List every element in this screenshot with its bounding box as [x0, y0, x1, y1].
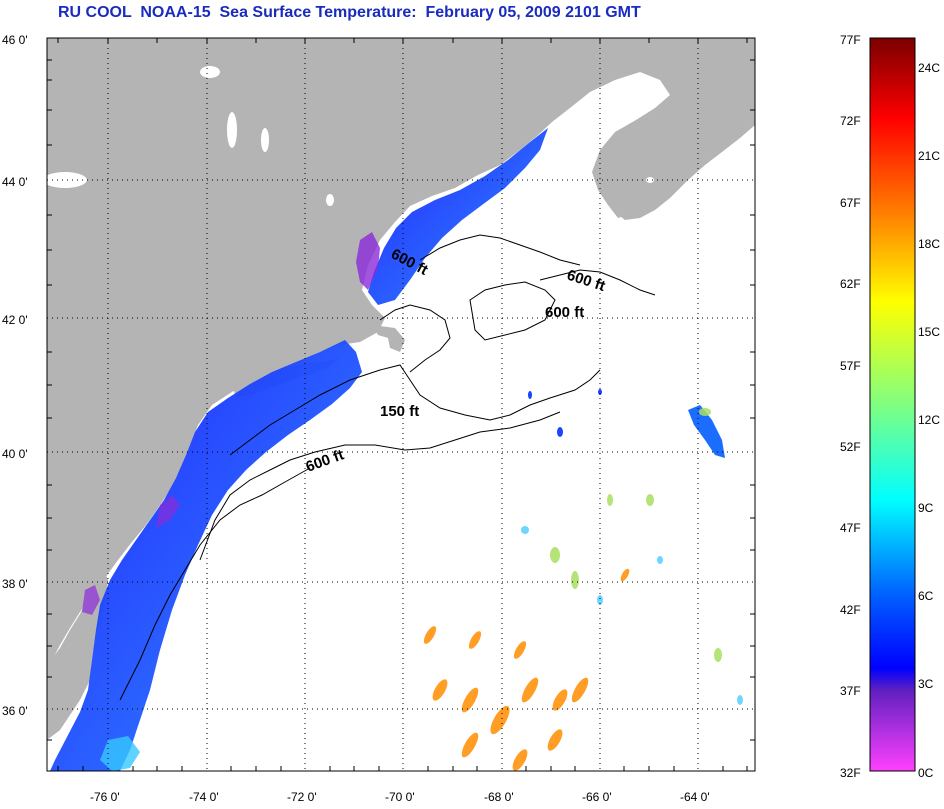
- lat-label: 42 0': [2, 313, 28, 327]
- land-cape-cod: [372, 325, 405, 352]
- latitude-labels: 46 0' 44 0' 42 0' 40 0' 38 0' 36 0': [2, 33, 28, 718]
- lon-label: -70 0': [385, 790, 415, 804]
- inland-lakes: [47, 66, 654, 206]
- bathymetry-contours: [119, 234, 656, 701]
- colorbar-c-label: 3C: [918, 677, 934, 691]
- land-nova-scotia: [615, 118, 755, 220]
- colorbar-f-label: 47F: [840, 521, 861, 535]
- colorbar-f-label: 57F: [840, 359, 861, 373]
- lat-label: 40 0': [2, 447, 28, 461]
- lon-label: -74 0': [189, 790, 219, 804]
- lon-label: -66 0': [582, 790, 612, 804]
- colorbar-c-label: 15C: [918, 325, 940, 339]
- longitude-labels: -76 0' -74 0' -72 0' -70 0' -68 0' -66 0…: [90, 790, 710, 804]
- colorbar-f-label: 72F: [840, 114, 861, 128]
- colorbar-c-label: 9C: [918, 501, 934, 515]
- colorbar-f-label: 32F: [840, 766, 861, 780]
- lat-label: 38 0': [2, 577, 28, 591]
- graticule-grid: [47, 38, 755, 771]
- lon-label: -68 0': [484, 790, 514, 804]
- sst-coastal-band: [50, 128, 725, 771]
- colorbar-f-label: 42F: [840, 603, 861, 617]
- colorbar-fahrenheit-labels: 77F 72F 67F 62F 57F 52F 47F 42F 37F 32F: [840, 33, 861, 780]
- colorbar-f-label: 37F: [840, 684, 861, 698]
- colorbar-c-label: 12C: [918, 413, 940, 427]
- colorbar-c-label: 0C: [918, 766, 934, 780]
- map-area: [47, 38, 755, 771]
- lat-label: 46 0': [2, 33, 28, 47]
- colorbar-c-label: 6C: [918, 589, 934, 603]
- land-mainland: [47, 38, 755, 665]
- colorbar-f-label: 67F: [840, 196, 861, 210]
- colorbar-c-label: 18C: [918, 237, 940, 251]
- map-title: RU COOL NOAA-15 Sea Surface Temperature:…: [58, 4, 641, 21]
- temperature-colorbar: 77F 72F 67F 62F 57F 52F 47F 42F 37F 32F …: [840, 33, 940, 780]
- colorbar-f-label: 52F: [840, 440, 861, 454]
- colorbar-c-label: 24C: [918, 61, 940, 75]
- sst-offshore-scatter: [423, 389, 743, 771]
- lon-label: -72 0': [287, 790, 317, 804]
- colorbar-f-label: 62F: [840, 277, 861, 291]
- lat-label: 36 0': [2, 704, 28, 718]
- colorbar-gradient: [869, 37, 916, 772]
- contour-label: 600 ft: [545, 304, 584, 321]
- lon-label: -76 0': [90, 790, 120, 804]
- lon-label: -64 0': [680, 790, 710, 804]
- colorbar-f-label: 77F: [840, 33, 861, 47]
- lat-label: 44 0': [2, 175, 28, 189]
- contour-label: 150 ft: [380, 403, 419, 420]
- map-frame: [46, 37, 756, 772]
- frame-ticks: [47, 38, 755, 771]
- colorbar-celsius-labels: 24C 21C 18C 15C 12C 9C 6C 3C 0C: [918, 61, 940, 780]
- colorbar-c-label: 21C: [918, 149, 940, 163]
